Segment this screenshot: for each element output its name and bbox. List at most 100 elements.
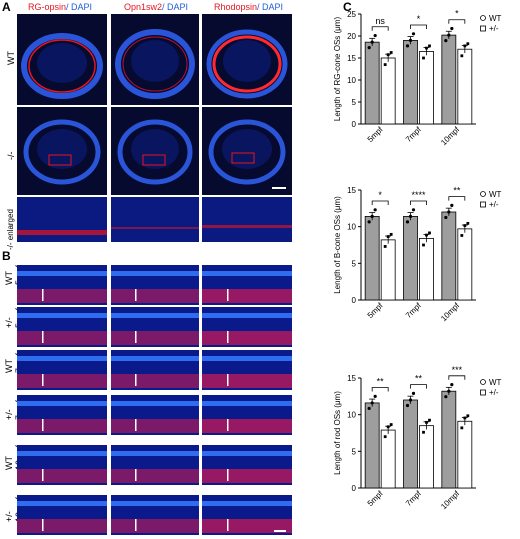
panel-label-a: A [2,0,11,14]
retina-strip-r1-c3 [202,265,292,305]
data-point [463,224,467,227]
y-tick-label: 10 [347,223,356,232]
x-tick-label: 7mpf [404,125,423,144]
significance-label: * [417,14,421,24]
y-tick-label: 5 [352,447,357,456]
y-tick-label: 0 [352,296,357,305]
data-point [370,40,374,44]
data-point [373,208,377,212]
legend-label-wt: WT [489,378,502,387]
significance-bracket [410,200,427,205]
significance-label: ns [375,16,385,26]
x-tick-label: 5mpf [366,301,385,320]
bar-wt-10mpf [441,211,457,301]
bar-wt-5mpf [364,402,380,489]
data-point [405,44,410,48]
retina-strip-r1-c1 [17,265,107,305]
significance-bracket [371,200,389,205]
legend-marker-wt [480,15,486,21]
panel-a-header-2: Opn1sw2/ DAPI [124,2,189,12]
data-point [389,51,393,54]
panel-a-header-1: RG-opsin/ DAPI [28,2,93,12]
y-axis-label: Length of B-cone OSs (μm) [333,196,342,294]
data-point [386,53,390,57]
data-point [386,425,390,429]
data-point [367,220,371,224]
data-point [405,220,410,224]
data-point [422,56,425,60]
scale-bar-a [272,187,286,189]
y-tick-label: 15 [347,54,356,63]
data-point [383,245,387,248]
data-point [411,391,416,395]
data-point [428,231,431,235]
legend-label-het: +/- [489,24,499,33]
retina-strip-r3-c3 [202,350,292,390]
bar-het-5mpf [380,239,396,301]
legend-label-het: +/- [489,388,499,397]
data-point [463,44,467,48]
data-point [422,430,425,434]
significance-bracket [448,196,466,201]
significance-label: ** [415,374,423,384]
y-tick-label: 15 [347,186,356,195]
data-point [466,414,470,418]
bar-wt-7mpf [403,216,418,301]
panel-a-row-label-wt: WT [6,51,16,65]
data-point [411,208,416,212]
data-point [370,214,374,218]
data-point [450,26,454,31]
retina-strip-r1-c2 [111,265,199,305]
legend-label-wt: WT [489,190,502,199]
retina-strip-r4-c2 [111,395,199,435]
data-point [444,215,448,220]
data-point [463,416,467,420]
bar-het-10mpf [457,228,473,301]
data-point [408,398,413,402]
data-point [466,42,470,46]
data-point [408,214,413,218]
data-point [450,383,454,387]
data-point [444,395,448,399]
legend-label-wt: WT [489,14,502,23]
micrograph-ko-rhodopsin [202,107,292,195]
y-tick-label: 10 [347,411,356,420]
bar-het-10mpf [457,48,473,125]
legend-marker-het [480,389,486,396]
retina-strip-r5-c3 [202,445,292,485]
x-tick-label: 7mpf [404,301,423,320]
panel-a-header-3: Rhodopsin/ DAPI [214,2,284,12]
data-point [383,435,387,439]
y-tick-label: 20 [347,32,356,41]
legend-marker-het [480,25,486,32]
data-point [428,44,431,48]
y-tick-label: 10 [347,76,356,85]
significance-label: * [378,190,382,200]
micrograph-wt-rg-opsin [17,14,107,105]
scale-bar-b [274,530,286,532]
x-tick-label: 7mpf [404,489,423,508]
micrograph-enlarged-rg-opsin [17,197,107,242]
data-point [460,54,464,58]
y-tick-label: 25 [347,10,356,19]
retina-strip-r2-c1 [17,307,107,347]
x-tick-label: 10mpf [439,301,462,324]
data-point [425,46,428,50]
retina-strip-r6-c2 [111,495,199,535]
data-point [367,406,371,411]
data-point [422,243,425,247]
bar-het-7mpf [419,51,434,125]
data-point [408,38,413,43]
retina-strip-r2-c3 [202,307,292,347]
retina-strip-r3-c2 [111,350,199,390]
data-point [447,210,451,214]
x-tick-label: 10mpf [439,125,462,148]
y-tick-label: 5 [352,259,357,268]
data-point [450,203,454,207]
data-point [460,234,464,237]
data-point [466,221,470,225]
data-point [389,232,393,236]
data-point [386,235,390,238]
data-point [389,423,393,426]
